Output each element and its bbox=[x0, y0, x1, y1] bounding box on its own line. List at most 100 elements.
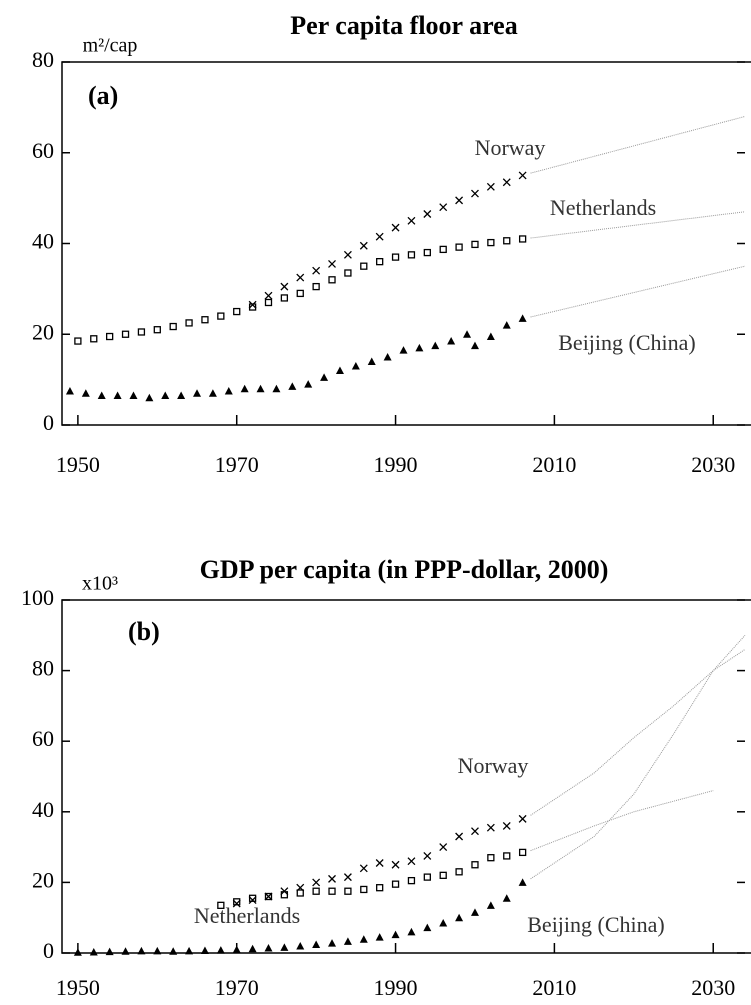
cross-marker bbox=[455, 832, 464, 841]
cross-marker bbox=[502, 821, 511, 830]
cross-marker bbox=[375, 232, 384, 241]
square-marker bbox=[137, 328, 146, 336]
cross-marker bbox=[518, 171, 527, 180]
y-tick-label: 40 bbox=[32, 229, 54, 254]
x-tick-label: 1990 bbox=[374, 452, 418, 477]
triangle-marker bbox=[264, 944, 273, 952]
square-marker bbox=[503, 852, 511, 860]
square-marker bbox=[455, 868, 463, 876]
triangle-marker bbox=[383, 352, 392, 361]
cross-marker bbox=[375, 859, 384, 867]
cross-marker bbox=[423, 210, 432, 218]
cross-marker bbox=[455, 196, 464, 205]
square-marker bbox=[280, 294, 289, 302]
cross-marker bbox=[439, 843, 448, 852]
square-marker bbox=[169, 322, 177, 331]
square-marker bbox=[217, 901, 225, 909]
cross-marker bbox=[359, 241, 368, 250]
cross-marker bbox=[486, 823, 495, 832]
cross-marker bbox=[343, 873, 352, 882]
triangle-marker bbox=[73, 948, 82, 956]
square-marker bbox=[360, 262, 368, 270]
triangle-marker bbox=[153, 946, 162, 955]
y-tick-label: 0 bbox=[43, 938, 54, 963]
triangle-marker bbox=[200, 946, 209, 955]
square-marker bbox=[344, 269, 352, 277]
square-marker bbox=[423, 873, 431, 881]
square-marker bbox=[106, 332, 114, 341]
series-label: Netherlands bbox=[194, 903, 300, 928]
triangle-marker bbox=[486, 332, 495, 341]
panel-label: (b) bbox=[128, 617, 160, 646]
cross-marker bbox=[502, 178, 511, 187]
square-marker bbox=[423, 248, 431, 257]
triangle-marker bbox=[296, 941, 305, 950]
triangle-marker bbox=[431, 341, 440, 350]
cross-marker bbox=[280, 282, 289, 291]
cross-marker bbox=[312, 266, 321, 275]
square-marker bbox=[439, 871, 447, 879]
x-tick-label: 1970 bbox=[215, 975, 259, 1000]
y-tick-label: 40 bbox=[32, 797, 54, 822]
triangle-marker bbox=[470, 908, 479, 916]
chart-title: Per capita floor area bbox=[290, 11, 517, 40]
cross-marker bbox=[232, 899, 241, 908]
triangle-marker bbox=[288, 382, 297, 390]
square-marker bbox=[280, 891, 289, 899]
triangle-marker bbox=[518, 314, 527, 322]
square-marker bbox=[296, 889, 304, 897]
triangle-marker bbox=[447, 337, 456, 345]
square-marker bbox=[74, 337, 82, 345]
cross-marker bbox=[328, 259, 336, 268]
square-marker bbox=[264, 298, 273, 307]
triangle-marker bbox=[518, 878, 527, 886]
projection-line bbox=[530, 790, 714, 852]
triangle-marker bbox=[129, 391, 138, 400]
cross-marker bbox=[486, 182, 495, 191]
cross-marker bbox=[296, 273, 305, 282]
square-marker bbox=[455, 243, 463, 251]
x-tick-label: 1950 bbox=[56, 452, 100, 477]
triangle-marker bbox=[161, 391, 170, 400]
square-marker bbox=[391, 880, 400, 888]
square-marker bbox=[312, 282, 320, 291]
y-tick-label: 80 bbox=[32, 47, 54, 72]
square-marker bbox=[121, 330, 130, 338]
triangle-marker bbox=[367, 357, 376, 365]
square-marker bbox=[328, 887, 336, 895]
unit-label: m²/cap bbox=[83, 35, 138, 57]
square-marker bbox=[185, 319, 193, 327]
square-marker bbox=[248, 303, 257, 311]
series-label: Norway bbox=[475, 135, 546, 160]
square-marker bbox=[471, 861, 479, 869]
unit-label: x10³ bbox=[82, 573, 118, 595]
triangle-marker bbox=[232, 945, 241, 953]
square-marker bbox=[217, 312, 225, 320]
cross-marker bbox=[423, 851, 432, 860]
triangle-marker bbox=[399, 346, 408, 354]
x-tick-label: 2010 bbox=[532, 975, 576, 1000]
triangle-marker bbox=[208, 389, 217, 397]
series-label: Netherlands bbox=[550, 195, 656, 220]
square-marker bbox=[518, 235, 527, 243]
cross-marker bbox=[518, 814, 527, 823]
cross-marker bbox=[391, 860, 400, 869]
triangle-marker bbox=[105, 947, 114, 956]
triangle-marker bbox=[304, 380, 313, 388]
square-marker bbox=[248, 894, 257, 902]
x-tick-label: 2010 bbox=[532, 452, 576, 477]
square-marker bbox=[233, 307, 241, 316]
triangle-marker bbox=[391, 930, 400, 939]
cross-marker bbox=[343, 250, 352, 259]
triangle-marker bbox=[145, 393, 154, 402]
triangle-marker bbox=[169, 947, 178, 955]
x-tick-label: 1990 bbox=[374, 975, 418, 1000]
triangle-marker bbox=[256, 384, 265, 393]
triangle-marker bbox=[407, 927, 416, 936]
triangle-marker bbox=[486, 901, 495, 909]
square-marker bbox=[233, 898, 241, 906]
chart-title: GDP per capita (in PPP-dollar, 2000) bbox=[200, 555, 609, 584]
triangle-marker bbox=[320, 373, 329, 381]
